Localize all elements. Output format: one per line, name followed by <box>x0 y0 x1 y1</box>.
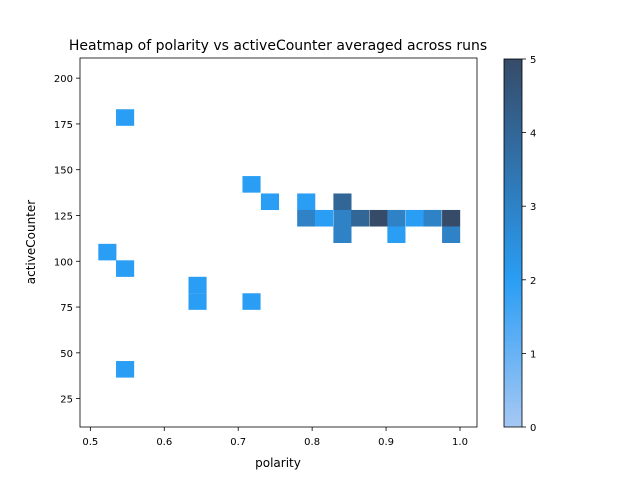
heatmap-cell <box>442 226 461 243</box>
y-tick-label: 125 <box>54 211 73 222</box>
x-tick-label: 0.6 <box>156 437 172 448</box>
heatmap-cell <box>351 209 370 227</box>
heatmap-cell <box>333 226 352 243</box>
x-tick-label: 0.8 <box>304 437 320 448</box>
heatmap-cell <box>98 243 117 261</box>
heatmap-cell <box>387 209 406 227</box>
heatmap-cell <box>188 293 207 310</box>
y-axis: 25 50 75 100 125 150 175 200 <box>54 74 80 406</box>
y-tick-label: 50 <box>60 349 73 360</box>
colorbar-tick-label: 0 <box>530 423 536 434</box>
heatmap-cell <box>116 260 135 277</box>
heatmap-cell <box>333 193 352 211</box>
y-tick-label: 25 <box>60 395 73 406</box>
colorbar <box>503 58 523 428</box>
colorbar-tick-label: 3 <box>530 202 536 213</box>
y-axis-label: activeCounter <box>24 200 38 284</box>
x-axis: 0.5 0.6 0.7 0.8 0.9 1.0 <box>82 427 468 448</box>
heatmap-cell <box>188 276 207 294</box>
colorbar-tick-label: 1 <box>530 349 536 360</box>
heatmap-cell <box>423 209 442 227</box>
heatmap-cell <box>314 209 334 227</box>
heatmap-cell <box>260 193 280 211</box>
colorbar-tick-label: 2 <box>530 276 536 287</box>
heatmap-cell <box>116 109 135 126</box>
chart-title: Heatmap of polarity vs activeCounter ave… <box>69 38 487 54</box>
y-tick-label: 150 <box>54 166 73 177</box>
y-tick-label: 175 <box>54 120 73 131</box>
heatmap-cell <box>333 209 352 227</box>
heatmap-cells <box>98 109 461 378</box>
heatmap-cell <box>297 209 316 227</box>
heatmap-cell <box>242 293 261 310</box>
y-tick-label: 200 <box>54 74 73 85</box>
heatmap-cell <box>387 226 406 243</box>
heatmap-cell <box>405 209 424 227</box>
heatmap-cell <box>369 209 388 227</box>
x-axis-label: polarity <box>255 456 301 470</box>
colorbar-tick-label: 4 <box>530 129 536 140</box>
y-tick-label: 100 <box>54 257 73 268</box>
colorbar-tick-label: 5 <box>530 55 536 66</box>
x-tick-label: 0.7 <box>230 437 246 448</box>
x-tick-label: 0.9 <box>378 437 394 448</box>
x-tick-label: 1.0 <box>452 437 468 448</box>
heatmap-cell <box>442 209 461 227</box>
heatmap-cell <box>242 176 261 193</box>
x-tick-label: 0.5 <box>82 437 98 448</box>
y-tick-label: 75 <box>60 303 73 314</box>
heatmap-cell <box>297 193 316 211</box>
plot-frame <box>79 57 478 428</box>
colorbar-ticks: 0 1 2 3 4 5 <box>522 55 536 434</box>
heatmap-cell <box>116 361 135 378</box>
